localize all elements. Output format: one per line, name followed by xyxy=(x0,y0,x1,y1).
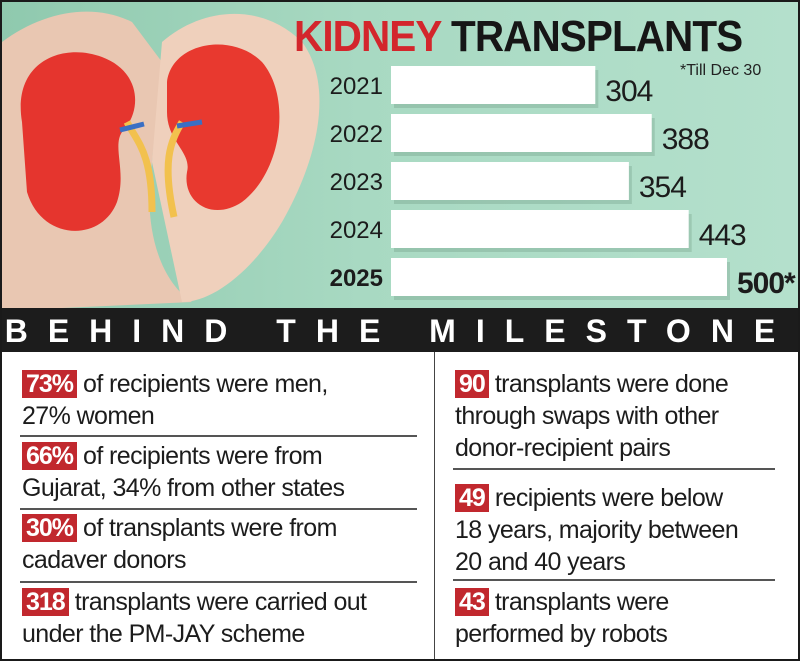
value-label: 354 xyxy=(639,171,686,204)
fact-line: 30% of transplants were from xyxy=(22,512,337,544)
divider xyxy=(453,579,775,581)
fact-text: transplants were xyxy=(494,588,669,616)
chart-panel: KIDNEY TRANSPLANTS *Till Dec 30 2021 304 2… xyxy=(2,2,798,308)
category-label: 2023 xyxy=(330,169,383,196)
fact-line: 27% women xyxy=(22,402,155,430)
fact-text: of recipients were men, xyxy=(83,370,328,398)
fact-item: 43 transplants were performed by robots xyxy=(455,586,669,650)
bar-2021 xyxy=(391,66,596,104)
fact-badge: 90 xyxy=(455,370,489,398)
fact-text: transplants were carried out xyxy=(74,588,367,616)
fact-badge: 318 xyxy=(22,588,69,616)
fact-badge: 73% xyxy=(22,370,78,398)
fact-badge: 49 xyxy=(455,484,489,512)
value-label: 304 xyxy=(605,75,652,108)
bar-2025 xyxy=(391,258,727,296)
fact-line: under the PM-JAY scheme xyxy=(22,620,305,648)
chart-title: KIDNEY TRANSPLANTS xyxy=(294,12,743,62)
fact-text: recipients were below xyxy=(494,484,723,512)
fact-line: 73% of recipients were men, xyxy=(22,368,328,400)
value-label: 500* xyxy=(737,267,796,300)
facts-right-column: 90 transplants were done through swaps wit… xyxy=(435,352,798,659)
fact-text: transplants were done xyxy=(494,370,729,398)
fact-line: 20 and 40 years xyxy=(455,548,626,576)
divider xyxy=(20,581,417,583)
divider xyxy=(20,508,417,510)
fact-badge: 30% xyxy=(22,514,78,542)
fact-item: 73% of recipients were men, 27% women xyxy=(22,368,328,432)
category-label: 2024 xyxy=(330,217,383,244)
chart-footnote: *Till Dec 30 xyxy=(680,62,762,79)
bar-2024 xyxy=(391,210,689,248)
fact-line: 66% of recipients were from xyxy=(22,440,344,472)
facts-left-column: 73% of recipients were men, 27% women 66% of… xyxy=(2,352,435,659)
section-heading: BEHIND THE MILESTONE xyxy=(2,308,798,352)
fact-text: of recipients were from xyxy=(83,442,323,470)
fact-badge: 43 xyxy=(455,588,489,616)
fact-line: donor-recipient pairs xyxy=(455,434,671,462)
fact-item: 30% of transplants were from cadaver donor… xyxy=(22,512,337,576)
bar-2022 xyxy=(391,114,652,152)
fact-line: Gujarat, 34% from other states xyxy=(22,474,345,502)
title-transplants: TRANSPLANTS xyxy=(451,12,743,61)
fact-item: 318 transplants were carried out under the… xyxy=(22,586,367,650)
value-label: 443 xyxy=(699,219,746,252)
category-label: 2022 xyxy=(330,121,383,148)
divider xyxy=(20,435,417,437)
divider xyxy=(453,468,775,470)
category-label: 2025 xyxy=(330,265,383,292)
fact-line: 43 transplants were xyxy=(455,586,669,618)
fact-line: 49 recipients were below xyxy=(455,482,738,514)
fact-line: 318 transplants were carried out xyxy=(22,586,367,618)
fact-item: 66% of recipients were from Gujarat, 34% f… xyxy=(22,440,345,504)
title-kidney: KIDNEY xyxy=(294,12,442,61)
fact-text: of transplants were from xyxy=(83,514,337,542)
fact-line: performed by robots xyxy=(455,620,668,648)
fact-line: cadaver donors xyxy=(22,546,187,574)
bar-chart: 2021 304 2022 388 2023 354 2024 443 2025 500* xyxy=(330,66,797,300)
value-label: 388 xyxy=(662,123,709,156)
fact-badge: 66% xyxy=(22,442,78,470)
fact-line: through swaps with other xyxy=(455,402,719,430)
bar-2023 xyxy=(391,162,629,200)
fact-item: 49 recipients were below 18 years, majorit… xyxy=(455,482,739,578)
hands-holding-kidney-illustration xyxy=(2,11,320,308)
fact-line: 90 transplants were done xyxy=(455,368,729,400)
fact-item: 90 transplants were done through swaps wit… xyxy=(455,368,729,464)
category-label: 2021 xyxy=(330,73,383,100)
fact-line: 18 years, majority between xyxy=(455,516,739,544)
